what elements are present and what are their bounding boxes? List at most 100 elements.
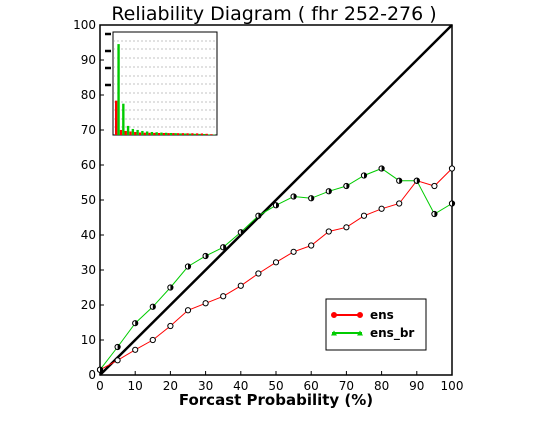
data-point-ens: [290, 248, 297, 255]
data-point-ens: [396, 200, 403, 207]
data-point-ens: [184, 307, 192, 314]
inset-bar-ens: [153, 132, 156, 135]
inset-bar-ens: [210, 134, 213, 135]
x-tick-label: 60: [304, 379, 319, 393]
data-point-fill-ens-br: [416, 178, 420, 184]
inset-bar-ens: [138, 132, 142, 135]
inset-bar-ens-br: [169, 132, 173, 135]
y-tick-label: 70: [81, 123, 96, 137]
y-tick-label: 50: [81, 193, 96, 207]
legend-swatch-marker: [357, 312, 363, 318]
inset-bar-ens: [172, 133, 175, 135]
data-point-fill-ens-br: [328, 188, 332, 194]
inset-bar-ens: [205, 133, 208, 135]
data-point-ens: [149, 336, 156, 344]
inset-bar-ens-br: [136, 129, 139, 135]
data-point-ens: [378, 205, 385, 212]
data-point-fill-ens-br: [399, 178, 402, 184]
data-point-fill-ens-br: [293, 193, 297, 200]
x-axis-label: Forcast Probability (%): [179, 391, 373, 409]
x-tick-label: 0: [96, 379, 104, 393]
data-point-ens: [343, 224, 350, 231]
data-point-ens: [255, 270, 262, 277]
data-point-ens: [360, 212, 368, 219]
data-point-ens: [114, 357, 121, 364]
x-tick-label: 80: [374, 379, 389, 393]
x-tick-label: 20: [163, 379, 178, 393]
y-tick-label: 40: [81, 228, 96, 242]
y-tick-label: 80: [81, 88, 96, 102]
data-point-fill-ens-br: [346, 183, 349, 189]
inset-bar-ens-br: [184, 133, 187, 135]
data-point-fill-ens-br: [205, 253, 209, 259]
inset-bar-ens-br: [141, 130, 144, 135]
legend-swatch-marker: [357, 330, 363, 336]
inset-bar-ens: [200, 133, 204, 135]
inset-bar-ens-br: [193, 133, 196, 135]
y-tick-label: 10: [81, 333, 96, 347]
inset-bar-ens-br: [160, 132, 163, 135]
data-point-ens: [308, 242, 315, 249]
data-point-fill-ens-br: [240, 229, 244, 235]
data-point-fill-ens-br: [452, 200, 455, 207]
inset-bar-ens-br: [165, 132, 168, 135]
inset-bar-ens-br: [188, 133, 192, 135]
inset-bar-ens: [157, 132, 161, 135]
x-tick-label: 30: [198, 379, 213, 393]
data-point-ens: [132, 346, 139, 353]
inset-bar-ens-br: [155, 132, 158, 135]
data-point-ens: [220, 293, 227, 300]
inset-bar-ens: [186, 133, 189, 135]
y-tick-label: 100: [73, 18, 96, 32]
data-point-fill-ens-br: [188, 263, 191, 270]
inset-bar-ens: [176, 133, 180, 135]
data-point-fill-ens-br: [152, 304, 156, 310]
y-tick-label: 30: [81, 263, 96, 277]
data-point-fill-ens-br: [364, 172, 367, 179]
inset-bar-ens: [181, 133, 185, 135]
x-tick-label: 100: [441, 379, 464, 393]
inset-bar-ens: [115, 100, 118, 135]
inset-bar-ens: [167, 133, 170, 135]
data-point-ens: [431, 182, 438, 190]
legend-box: [325, 298, 427, 351]
inset-bar-ens: [134, 131, 137, 135]
inset-bar-ens: [148, 132, 151, 135]
legend: ens ens_br: [325, 298, 427, 351]
x-tick-label: 70: [339, 379, 354, 393]
data-point-fill-ens-br: [135, 320, 138, 326]
inset-bar-ens: [129, 131, 132, 136]
inset-bar-ens-br: [117, 44, 120, 135]
data-point-fill-ens-br: [100, 367, 103, 373]
inset-bar-ens-br: [145, 131, 149, 136]
data-point-fill-ens-br: [434, 211, 437, 217]
inset-bar-ens: [119, 129, 123, 135]
data-point-ens: [272, 259, 280, 266]
inset-bar-ens-br: [203, 133, 206, 135]
inset-bar-ens-br: [174, 133, 177, 135]
sharpness-inset: [105, 31, 218, 136]
inset-bar-ens: [143, 132, 146, 135]
inset-bar-ens: [195, 133, 199, 135]
inset-frame: [112, 31, 218, 136]
legend-label: ens: [370, 308, 394, 322]
perfect-reliability-line: [99, 24, 453, 376]
y-tick-label: 0: [88, 368, 96, 382]
legend-label: ens_br: [370, 326, 414, 341]
inset-bar-ens: [191, 133, 194, 135]
inset-bar-ens-br: [198, 133, 201, 135]
inset-bar-ens: [162, 132, 165, 135]
data-point-fill-ens-br: [170, 284, 173, 291]
y-tick-label: 90: [81, 53, 96, 67]
inset-bar-ens-br: [150, 131, 154, 135]
data-point-fill-ens-br: [258, 213, 261, 219]
legend-swatch-marker: [331, 330, 337, 336]
data-point-fill-ens-br: [276, 202, 279, 208]
data-point-fill-ens-br: [311, 195, 314, 201]
x-tick-label: 40: [233, 379, 248, 393]
data-point-ens: [237, 282, 244, 289]
inset-bar-ens-br: [131, 128, 135, 135]
y-tick-label: 20: [81, 298, 96, 312]
data-point-fill-ens-br: [117, 344, 121, 350]
inset-bar-ens: [124, 130, 127, 135]
